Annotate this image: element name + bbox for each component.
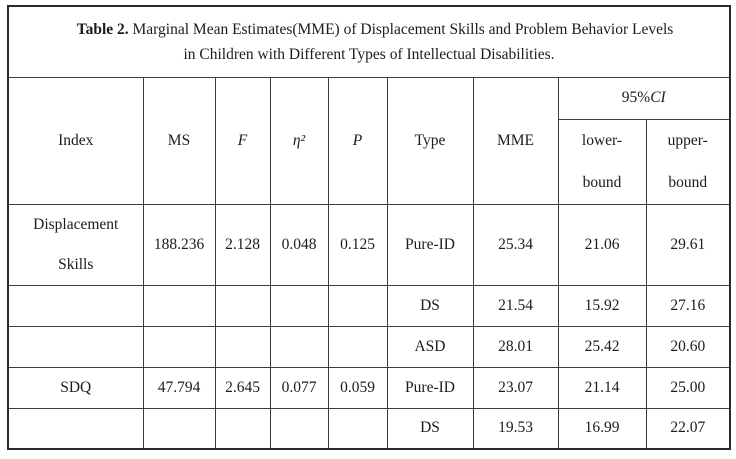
col-header-mme: MME	[472, 76, 559, 205]
cell-lower-bound: 21.14	[557, 366, 647, 409]
table-caption-text-wrap: Table 2. Marginal Mean Estimates(MME) of…	[11, 17, 727, 67]
cell-mme: 19.53	[472, 407, 559, 450]
cell-mme: 28.01	[472, 325, 559, 368]
cell-lower-bound: 16.99	[557, 407, 647, 450]
header-row-ci: Index MS F η² P Type MME 95%CI	[7, 76, 731, 205]
cell-p	[327, 325, 388, 368]
cell-index	[7, 284, 144, 327]
cell-ms: 188.236	[142, 203, 216, 286]
cell-ms	[142, 407, 216, 450]
table-row: Displacement Skills 188.236 2.128 0.048 …	[7, 203, 731, 286]
cell-p	[327, 407, 388, 450]
table-row: DS 21.54 15.92 27.16	[7, 284, 731, 327]
cell-index	[7, 407, 144, 450]
cell-upper-bound: 20.60	[645, 325, 731, 368]
cell-lower-bound: 21.06	[557, 203, 647, 286]
cell-eta-squared: 0.077	[269, 366, 329, 409]
cell-lower-bound: 25.42	[557, 325, 647, 368]
cell-type: Pure-ID	[386, 366, 474, 409]
cell-index	[7, 325, 144, 368]
col-header-p: P	[327, 76, 388, 205]
col-header-f: F	[214, 76, 271, 205]
cell-mme: 25.34	[472, 203, 559, 286]
cell-eta-squared: 0.048	[269, 203, 329, 286]
table-row: DS 19.53 16.99 22.07	[7, 407, 731, 450]
header-row-bounds: lower- bound upper- bound	[8, 118, 731, 205]
col-header-index: Index	[7, 76, 144, 205]
cell-index: Displacement Skills	[7, 203, 144, 286]
cell-upper-bound: 22.07	[645, 407, 731, 450]
table-row: SDQ 47.794 2.645 0.077 0.059 Pure-ID 23.…	[7, 366, 731, 409]
cell-p	[327, 284, 388, 327]
cell-lower-bound: 15.92	[557, 284, 647, 327]
cell-ms	[142, 284, 216, 327]
cell-p: 0.059	[327, 366, 388, 409]
upper-bound-label: upper- bound	[667, 131, 708, 191]
cell-f	[214, 407, 271, 450]
cell-type: DS	[386, 407, 474, 450]
cell-ms: 47.794	[142, 366, 216, 409]
col-header-ms: MS	[142, 76, 216, 205]
index-label: Displacement Skills	[33, 215, 119, 273]
cell-f: 2.128	[214, 203, 271, 286]
cell-type: DS	[386, 284, 474, 327]
cell-type: Pure-ID	[386, 203, 474, 286]
caption-row: Table 2. Marginal Mean Estimates(MME) of…	[7, 5, 731, 78]
cell-index: SDQ	[7, 366, 144, 409]
cell-eta-squared	[269, 284, 329, 327]
cell-eta-squared	[269, 407, 329, 450]
ci-prefix: 95%	[621, 89, 651, 106]
col-header-lower-bound: lower- bound	[557, 118, 647, 205]
ci-label: CI	[650, 89, 666, 106]
table-caption-text: Marginal Mean Estimates(MME) of Displace…	[132, 20, 674, 63]
cell-p: 0.125	[327, 203, 388, 286]
mme-table: Table 2. Marginal Mean Estimates(MME) of…	[7, 5, 731, 450]
cell-upper-bound: 27.16	[645, 284, 731, 327]
cell-upper-bound: 25.00	[645, 366, 731, 409]
col-header-95ci: 95%CI	[557, 76, 731, 120]
cell-upper-bound: 29.61	[645, 203, 731, 286]
cell-type: ASD	[386, 325, 474, 368]
cell-mme: 21.54	[472, 284, 559, 327]
cell-eta-squared	[269, 325, 329, 368]
col-header-upper-bound: upper- bound	[645, 118, 731, 205]
col-header-type: Type	[386, 76, 474, 205]
cell-ms	[142, 325, 216, 368]
cell-f: 2.645	[214, 366, 271, 409]
cell-f	[214, 284, 271, 327]
cell-mme: 23.07	[472, 366, 559, 409]
table-row: ASD 28.01 25.42 20.60	[7, 325, 731, 368]
lower-bound-label: lower- bound	[581, 131, 623, 191]
cell-f	[214, 325, 271, 368]
table-caption-label: Table 2.	[76, 20, 129, 38]
col-header-eta-squared: η²	[269, 76, 329, 205]
table-caption: Table 2. Marginal Mean Estimates(MME) of…	[7, 5, 731, 78]
